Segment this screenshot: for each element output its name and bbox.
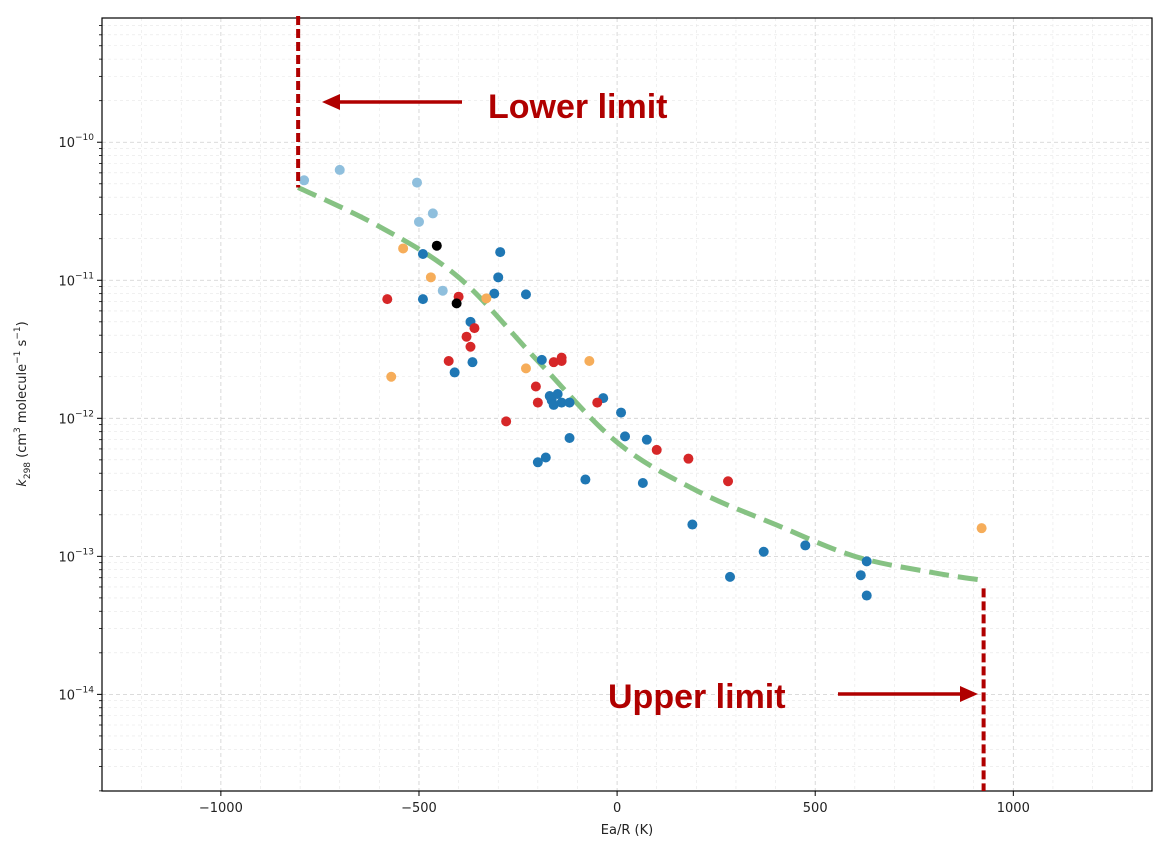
data-point: [412, 177, 422, 188]
data-point: [552, 388, 563, 399]
x-tick-label: 1000: [997, 801, 1030, 816]
y-tick-label: 10−14: [58, 685, 94, 703]
data-point: [637, 477, 648, 488]
y-axis-label: k298 (cm3 molecule−1 s−1): [13, 321, 33, 486]
data-point: [620, 431, 631, 442]
data-point: [461, 331, 472, 342]
data-point: [548, 399, 559, 410]
data-point: [584, 356, 595, 367]
points-layer: [299, 164, 987, 601]
data-point: [536, 354, 547, 365]
data-point: [382, 294, 393, 305]
y-tick-label: 10−11: [58, 271, 94, 289]
data-point: [465, 341, 476, 352]
lower-limit-label: Lower limit: [488, 88, 667, 126]
data-point: [443, 356, 454, 367]
data-point: [493, 272, 504, 283]
x-axis-label: Ea/R (K): [601, 823, 653, 838]
data-point: [481, 293, 492, 304]
data-point: [489, 288, 500, 299]
lower-limit-arrowhead: [322, 94, 340, 110]
data-point: [530, 381, 541, 392]
data-point: [520, 289, 531, 300]
upper-limit-arrowhead: [960, 686, 978, 702]
data-point: [580, 474, 591, 485]
data-point: [501, 416, 512, 427]
data-point: [431, 240, 442, 251]
x-tick-label: −1000: [199, 801, 243, 816]
y-tick-label: 10−13: [58, 547, 94, 565]
data-point: [386, 371, 397, 382]
data-point: [723, 476, 734, 487]
data-point: [855, 570, 866, 581]
data-point: [861, 556, 872, 567]
data-point: [334, 164, 345, 175]
data-point: [556, 356, 567, 367]
data-point: [467, 357, 478, 368]
limits-layer: Lower limit Upper limit: [296, 16, 986, 791]
grid: [102, 18, 1152, 792]
data-point: [299, 175, 310, 186]
data-point: [427, 208, 438, 219]
upper-limit-label: Upper limit: [608, 678, 786, 716]
x-tick-label: 500: [803, 801, 828, 816]
data-point: [417, 248, 428, 259]
data-point: [564, 432, 575, 443]
fit-curve: [297, 185, 984, 583]
data-point: [398, 243, 409, 254]
y-tick-label: 10−10: [58, 133, 94, 151]
data-point: [548, 357, 559, 368]
data-point: [449, 367, 460, 378]
data-point: [451, 298, 462, 309]
data-point: [520, 363, 531, 374]
data-point: [592, 397, 603, 408]
data-point: [417, 294, 428, 305]
data-point: [861, 590, 872, 601]
data-point: [532, 397, 543, 408]
x-tick-label: 0: [613, 801, 621, 816]
data-point: [976, 523, 987, 534]
y-tick-label: 10−12: [58, 409, 94, 427]
x-axis: −1000 −500 0 500 1000: [199, 791, 1030, 816]
data-point: [413, 216, 424, 227]
data-point: [683, 453, 694, 464]
data-point: [425, 272, 436, 283]
data-point: [495, 247, 506, 258]
fit-layer: [297, 185, 984, 583]
data-point: [758, 546, 769, 557]
data-point: [800, 540, 811, 551]
data-point: [687, 519, 698, 530]
data-point: [532, 457, 543, 468]
data-point: [469, 323, 480, 334]
data-point: [437, 285, 448, 296]
data-point: [651, 444, 662, 455]
data-point: [641, 434, 652, 445]
y-axis: 10−10 10−11 10−12 10−13 10−14: [58, 25, 102, 792]
data-point: [725, 571, 736, 582]
plot-frame: [101, 17, 1153, 792]
data-point: [540, 452, 551, 463]
data-point: [556, 397, 567, 408]
x-tick-label: −500: [401, 801, 437, 816]
data-point: [564, 397, 575, 408]
data-point: [616, 407, 627, 418]
